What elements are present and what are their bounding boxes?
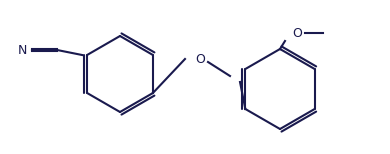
Text: O: O [195,53,205,65]
Text: N: N [18,43,27,57]
Text: O: O [292,26,302,39]
